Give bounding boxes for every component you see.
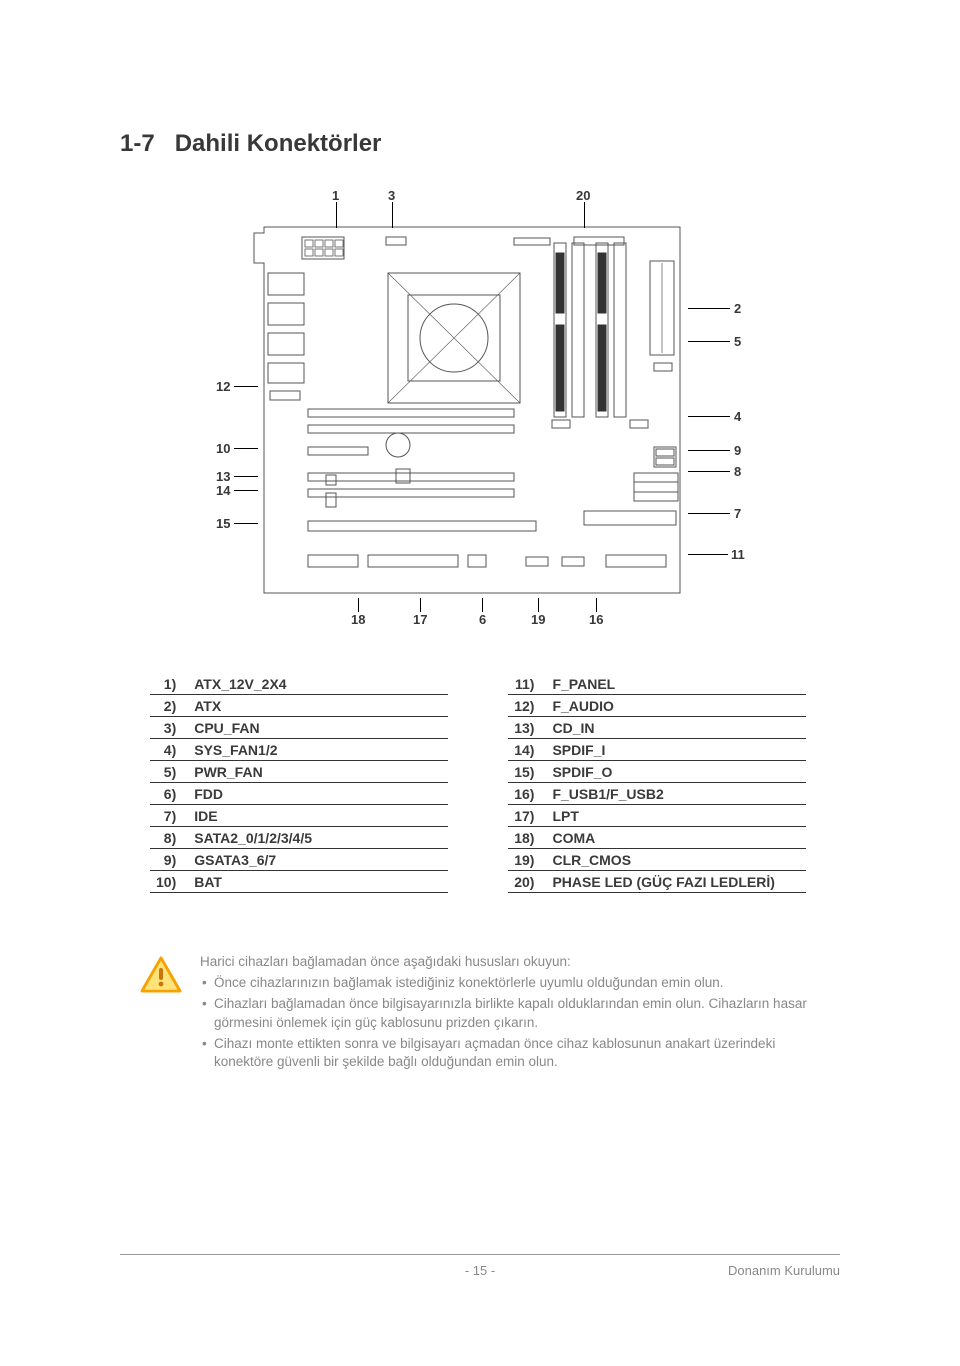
connector-number: 14): [508, 739, 546, 761]
table-row: 15)SPDIF_O: [508, 761, 806, 783]
connector-label: COMA: [546, 827, 806, 849]
connector-label: SYS_FAN1/2: [188, 739, 448, 761]
connector-number: 7): [150, 805, 188, 827]
callout-8: 8: [734, 464, 741, 479]
section-heading: 1-7 Dahili Konektörler: [120, 130, 840, 158]
connector-label: F_AUDIO: [546, 695, 806, 717]
connector-number: 3): [150, 717, 188, 739]
table-row: 14)SPDIF_I: [508, 739, 806, 761]
connector-number: 9): [150, 849, 188, 871]
table-row: 19)CLR_CMOS: [508, 849, 806, 871]
connector-label: ATX: [188, 695, 448, 717]
callout-14: 14: [216, 483, 230, 498]
table-row: 20)PHASE LED (GÜÇ FAZI LEDLERİ): [508, 871, 806, 893]
callout-2: 2: [734, 301, 741, 316]
callout-1: 1: [332, 188, 339, 203]
connector-label: LPT: [546, 805, 806, 827]
table-row: 18)COMA: [508, 827, 806, 849]
table-row: 9)GSATA3_6/7: [150, 849, 448, 871]
table-row: 2)ATX: [150, 695, 448, 717]
connector-number: 8): [150, 827, 188, 849]
footer-page-number: - 15 -: [120, 1263, 840, 1278]
callout-5: 5: [734, 334, 741, 349]
table-row: 1)ATX_12V_2X4: [150, 673, 448, 695]
table-row: 17)LPT: [508, 805, 806, 827]
connector-label: ATX_12V_2X4: [188, 673, 448, 695]
connector-label: PHASE LED (GÜÇ FAZI LEDLERİ): [546, 871, 806, 893]
connector-number: 1): [150, 673, 188, 695]
connector-label: SATA2_0/1/2/3/4/5: [188, 827, 448, 849]
connector-number: 16): [508, 783, 546, 805]
table-row: 10)BAT: [150, 871, 448, 893]
warning-text: Harici cihazları bağlamadan önce aşağıda…: [200, 953, 820, 1074]
callout-15: 15: [216, 516, 230, 531]
callout-16: 16: [589, 612, 603, 627]
connector-number: 17): [508, 805, 546, 827]
connector-number: 19): [508, 849, 546, 871]
table-row: 4)SYS_FAN1/2: [150, 739, 448, 761]
connector-number: 2): [150, 695, 188, 717]
connector-number: 11): [508, 673, 546, 695]
table-row: 5)PWR_FAN: [150, 761, 448, 783]
connector-label: SPDIF_I: [546, 739, 806, 761]
table-row: 8)SATA2_0/1/2/3/4/5: [150, 827, 448, 849]
callout-19: 19: [531, 612, 545, 627]
table-row: 6)FDD: [150, 783, 448, 805]
callout-10: 10: [216, 441, 230, 456]
connector-label: CD_IN: [546, 717, 806, 739]
callout-18: 18: [351, 612, 365, 627]
connector-table-right: 11)F_PANEL12)F_AUDIO13)CD_IN14)SPDIF_I15…: [508, 673, 806, 893]
connector-number: 18): [508, 827, 546, 849]
callout-12: 12: [216, 379, 230, 394]
warning-bullet: Cihazları bağlamadan önce bilgisayarınız…: [200, 995, 820, 1033]
page-footer: - 15 - Donanım Kurulumu: [120, 1254, 840, 1278]
connector-number: 6): [150, 783, 188, 805]
connector-number: 13): [508, 717, 546, 739]
section-number: 1-7: [120, 130, 155, 157]
callout-13: 13: [216, 469, 230, 484]
motherboard-diagram: 1 3 20 2 5 4 9 8 7 11 12 10 13 14 15 18: [160, 188, 800, 643]
connector-tables: 1)ATX_12V_2X42)ATX3)CPU_FAN4)SYS_FAN1/25…: [120, 673, 840, 893]
connector-number: 10): [150, 871, 188, 893]
callout-7: 7: [734, 506, 741, 521]
table-row: 13)CD_IN: [508, 717, 806, 739]
warning-bullet: Önce cihazlarınızın bağlamak istediğiniz…: [200, 974, 820, 993]
callout-9: 9: [734, 443, 741, 458]
connector-label: CPU_FAN: [188, 717, 448, 739]
connector-label: CLR_CMOS: [546, 849, 806, 871]
warning-icon: [140, 956, 182, 1074]
connector-table-left: 1)ATX_12V_2X42)ATX3)CPU_FAN4)SYS_FAN1/25…: [150, 673, 448, 893]
table-row: 7)IDE: [150, 805, 448, 827]
connector-label: BAT: [188, 871, 448, 893]
connector-label: IDE: [188, 805, 448, 827]
connector-number: 20): [508, 871, 546, 893]
connector-label: SPDIF_O: [546, 761, 806, 783]
connector-label: F_USB1/F_USB2: [546, 783, 806, 805]
section-title-text: Dahili Konektörler: [175, 130, 382, 157]
table-row: 12)F_AUDIO: [508, 695, 806, 717]
callout-11: 11: [731, 547, 745, 562]
connector-number: 5): [150, 761, 188, 783]
callout-20: 20: [576, 188, 590, 203]
warning-bullet: Cihazı monte ettikten sonra ve bilgisaya…: [200, 1035, 820, 1073]
connector-label: FDD: [188, 783, 448, 805]
warning-intro: Harici cihazları bağlamadan önce aşağıda…: [200, 953, 820, 972]
connector-number: 4): [150, 739, 188, 761]
callout-4: 4: [734, 409, 741, 424]
callout-3: 3: [388, 188, 395, 203]
callout-17: 17: [413, 612, 427, 627]
table-row: 11)F_PANEL: [508, 673, 806, 695]
board-svg: [252, 215, 692, 605]
connector-label: GSATA3_6/7: [188, 849, 448, 871]
connector-label: PWR_FAN: [188, 761, 448, 783]
connector-number: 15): [508, 761, 546, 783]
table-row: 16)F_USB1/F_USB2: [508, 783, 806, 805]
table-row: 3)CPU_FAN: [150, 717, 448, 739]
connector-number: 12): [508, 695, 546, 717]
warning-block: Harici cihazları bağlamadan önce aşağıda…: [120, 953, 840, 1074]
connector-label: F_PANEL: [546, 673, 806, 695]
callout-6: 6: [479, 612, 486, 627]
